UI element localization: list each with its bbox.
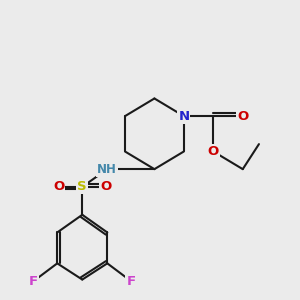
Text: O: O [237, 110, 248, 123]
Text: O: O [53, 180, 64, 193]
Text: NH: NH [98, 163, 117, 176]
Text: O: O [100, 180, 112, 193]
Text: O: O [208, 145, 219, 158]
Text: N: N [178, 110, 189, 123]
Text: F: F [126, 274, 135, 287]
Text: S: S [77, 180, 87, 193]
Text: F: F [29, 274, 38, 287]
